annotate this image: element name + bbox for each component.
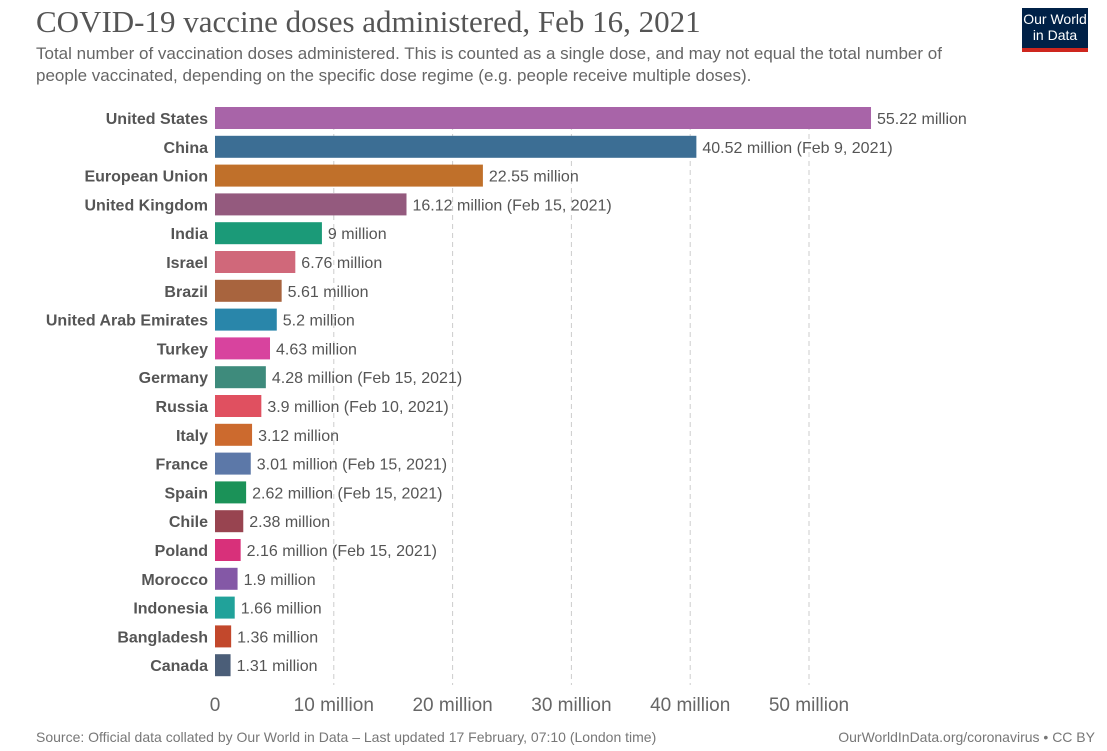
bar (215, 596, 235, 619)
bar (215, 135, 697, 158)
value-label: 3.12 million (258, 428, 339, 445)
value-label: 4.28 million (Feb 15, 2021) (272, 370, 462, 387)
bar (215, 625, 232, 648)
bar (215, 164, 483, 187)
bar (215, 423, 253, 446)
value-label: 3.01 million (Feb 15, 2021) (257, 457, 447, 474)
category-label: Morocco (141, 572, 208, 589)
category-label: Poland (155, 543, 208, 560)
x-tick-label: 0 (210, 695, 221, 716)
category-label: Turkey (157, 341, 208, 358)
bar (215, 366, 266, 389)
category-label: Italy (176, 428, 208, 445)
category-label: United Arab Emirates (46, 313, 208, 330)
x-tick-label: 40 million (650, 695, 730, 716)
category-label: China (164, 140, 209, 157)
category-label: Canada (150, 658, 208, 675)
value-label: 1.66 million (241, 601, 322, 618)
category-label: Indonesia (133, 601, 208, 618)
bar (215, 481, 247, 504)
bar (215, 193, 407, 216)
value-label: 1.36 million (237, 629, 318, 646)
value-label: 40.52 million (Feb 9, 2021) (702, 140, 892, 157)
bar (215, 337, 271, 360)
category-label: European Union (84, 169, 208, 186)
x-tick-label: 30 million (531, 695, 611, 716)
x-tick-label: 20 million (412, 695, 492, 716)
category-label: United Kingdom (84, 197, 208, 214)
bar (215, 308, 277, 331)
source-note: Source: Official data collated by Our Wo… (36, 729, 657, 745)
category-label: Germany (139, 370, 208, 387)
value-label: 2.16 million (Feb 15, 2021) (247, 543, 437, 560)
bar (215, 510, 244, 533)
chart-title: COVID-19 vaccine doses administered, Feb… (36, 4, 701, 39)
value-label: 1.9 million (244, 572, 316, 589)
category-label: Israel (166, 255, 208, 272)
bar (215, 251, 296, 273)
category-label: Spain (164, 485, 208, 502)
value-label: 55.22 million (877, 111, 967, 128)
value-label: 2.62 million (Feb 15, 2021) (252, 485, 442, 502)
value-label: 5.2 million (283, 313, 355, 330)
value-label: 16.12 million (Feb 15, 2021) (413, 197, 612, 214)
value-label: 9 million (328, 226, 387, 243)
bar (215, 279, 282, 302)
bar (215, 567, 238, 590)
license-link[interactable]: OurWorldInData.org/coronavirus • CC BY (838, 729, 1095, 745)
category-label: Russia (156, 399, 209, 416)
bar (215, 395, 262, 417)
value-label: 3.9 million (Feb 10, 2021) (267, 399, 448, 416)
category-label: India (171, 226, 208, 243)
owid-logo[interactable]: Our World in Data (1022, 8, 1088, 52)
category-label: Chile (169, 514, 208, 531)
bar (215, 654, 231, 677)
value-label: 22.55 million (489, 169, 579, 186)
bar (215, 452, 251, 475)
bar (215, 539, 241, 561)
value-label: 2.38 million (249, 514, 330, 531)
x-tick-label: 10 million (294, 695, 374, 716)
x-tick-label: 50 million (769, 695, 849, 716)
value-label: 6.76 million (301, 255, 382, 272)
chart-subtitle: Total number of vaccination doses admini… (36, 44, 942, 85)
value-label: 4.63 million (276, 341, 357, 358)
category-label: France (156, 457, 209, 474)
value-label: 1.31 million (237, 658, 318, 675)
category-label: Brazil (164, 284, 208, 301)
category-label: United States (106, 111, 208, 128)
value-label: 5.61 million (288, 284, 369, 301)
bar (215, 222, 322, 245)
bar (215, 107, 872, 129)
category-label: Bangladesh (117, 629, 208, 646)
bar-chart: 0 10 million 20 million 30 million 40 millio… (46, 107, 967, 716)
